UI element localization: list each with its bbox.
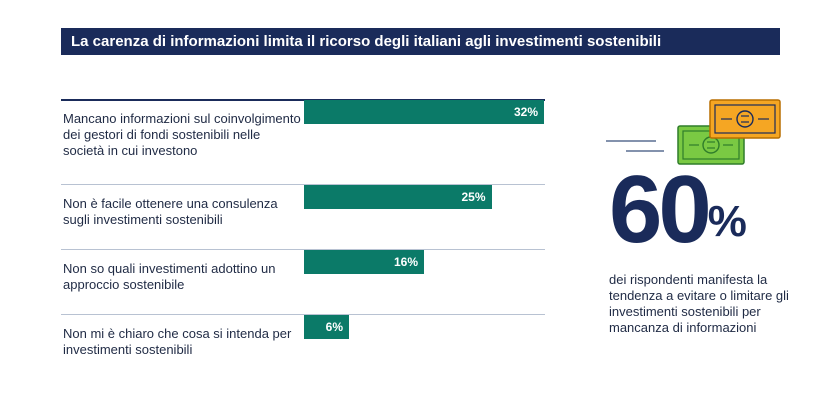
stat-description: dei rispondenti manifesta la tendenza a … <box>609 272 789 335</box>
big-stat-unit: % <box>707 197 747 246</box>
banknote-illustration <box>677 99 781 165</box>
bar: 25% <box>304 185 492 209</box>
bar: 6% <box>304 315 349 339</box>
row-divider <box>61 184 545 185</box>
bar-value-label: 25% <box>461 190 486 204</box>
bar-value-label: 16% <box>393 255 418 269</box>
big-stat: 60% <box>609 162 747 258</box>
row-divider <box>61 249 545 250</box>
row-divider <box>61 99 545 101</box>
row-divider <box>61 314 545 315</box>
bar: 16% <box>304 250 424 274</box>
bar-category-label: Non è facile ottenere una consulenza sug… <box>63 196 278 227</box>
bar-category-label: Non so quali investimenti adottino un ap… <box>63 261 276 292</box>
bar-category-label: Mancano informazioni sul coinvolgimento … <box>63 111 301 158</box>
chart-title: La carenza di informazioni limita il ric… <box>61 28 780 55</box>
big-stat-number: 60 <box>609 156 712 263</box>
banknote-orange-icon <box>709 99 781 139</box>
bar-category-label: Non mi è chiaro che cosa si intenda per … <box>63 326 292 357</box>
bar-value-label: 32% <box>513 105 538 119</box>
bar: 32% <box>304 100 544 124</box>
bar-value-label: 6% <box>325 320 343 334</box>
decorative-line <box>626 150 664 152</box>
decorative-line <box>606 140 656 142</box>
